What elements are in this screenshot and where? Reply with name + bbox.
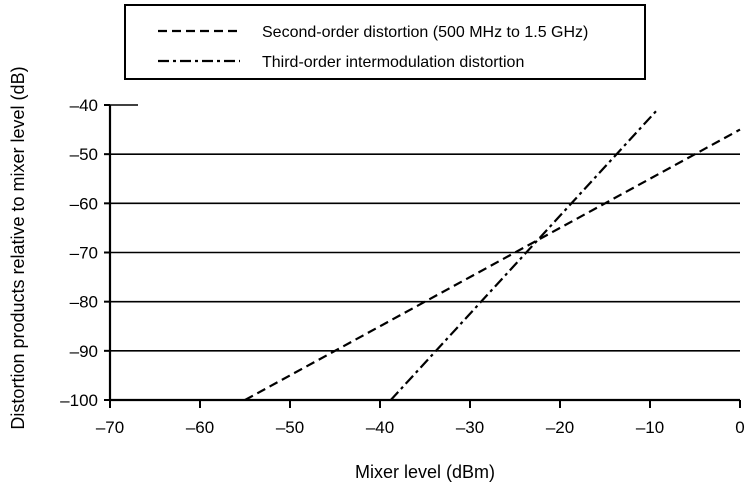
- grid: [110, 104, 740, 352]
- x-axis-label: Mixer level (dBm): [355, 462, 495, 482]
- x-tick-label-5: –20: [546, 418, 574, 437]
- y-ticks: –40 –50 –60 –70 –80 –90 –100: [60, 96, 110, 410]
- series-lines: [244, 109, 741, 401]
- y-tick-label-4: –80: [70, 293, 98, 312]
- y-tick-label-2: –60: [70, 194, 98, 213]
- y-tick-label-1: –50: [70, 145, 98, 164]
- y-tick-label-3: –70: [70, 244, 98, 263]
- legend-label-third-order: Third-order intermodulation distortion: [262, 54, 524, 71]
- x-tick-label-4: –30: [456, 418, 484, 437]
- x-ticks: –70 –60 –50 –40 –30 –20 –10 0: [96, 400, 745, 437]
- y-tick-label-5: –90: [70, 342, 98, 361]
- x-tick-label-7: 0: [735, 418, 744, 437]
- legend-box: [124, 4, 646, 80]
- y-axis-label: Distortion products relative to mixer le…: [8, 66, 28, 429]
- x-tick-label-1: –60: [186, 418, 214, 437]
- x-tick-label-2: –50: [276, 418, 304, 437]
- series-line-0: [244, 128, 741, 401]
- x-tick-label-3: –40: [366, 418, 394, 437]
- x-tick-label-6: –10: [636, 418, 664, 437]
- x-tick-label-0: –70: [96, 418, 124, 437]
- y-tick-label-6: –100: [60, 391, 98, 410]
- y-tick-label-0: –40: [70, 96, 98, 115]
- legend: Second-order distortion (500 MHz to 1.5 …: [124, 4, 646, 80]
- legend-label-second-order: Second-order distortion (500 MHz to 1.5 …: [262, 24, 588, 41]
